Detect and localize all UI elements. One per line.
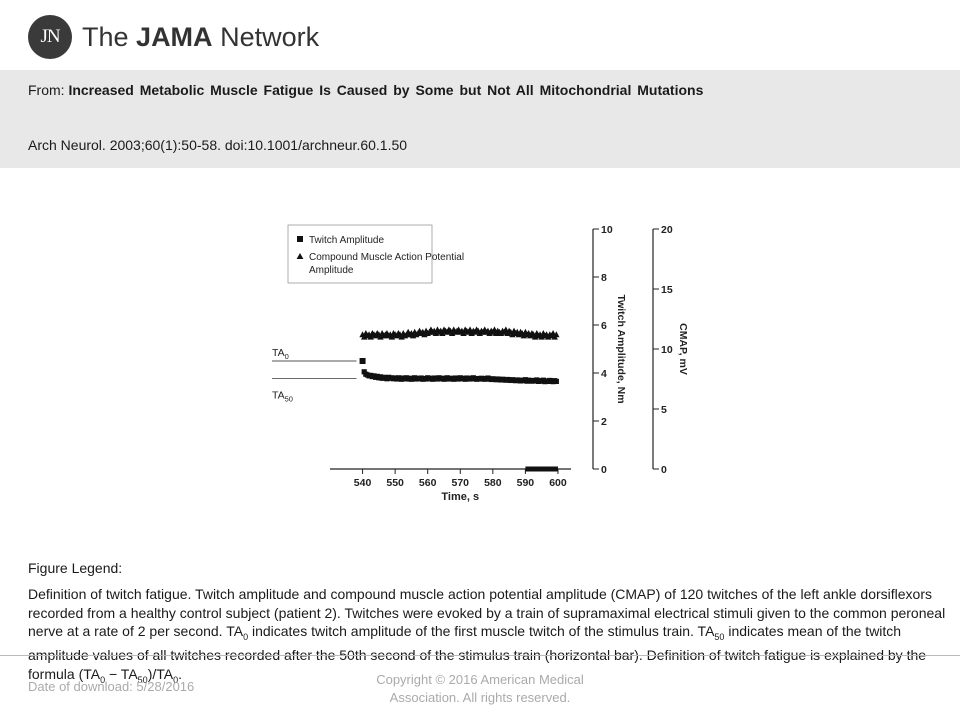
download-date: Date of download: 5/28/2016 (28, 679, 194, 694)
x-tick-label-570: 570 (452, 477, 470, 489)
jama-network-logo[interactable]: JN The JAMA Network (28, 14, 319, 60)
legend-text-6: . (178, 665, 182, 682)
twitch-tick-label-2: 2 (601, 416, 607, 428)
legend-label-cmap-line1: Compound Muscle Action Potential (309, 252, 464, 263)
x-tick-label-550: 550 (386, 477, 404, 489)
cmap-tick-label-10: 10 (661, 344, 673, 356)
legend-text-4: − TA (105, 665, 138, 682)
x-tick-label-560: 560 (419, 477, 437, 489)
annotation-label-main: TA (272, 390, 285, 402)
logo-word-network: Network (220, 21, 320, 52)
annotation-label-subscript: 50 (285, 395, 293, 404)
x-tick-label-580: 580 (484, 477, 502, 489)
twitch-tick-label-8: 8 (601, 272, 607, 284)
copyright-line-2: Association. All rights reserved. (389, 690, 571, 705)
legend-formula-sub-50: 50 (137, 674, 148, 685)
figure-legend-heading: Figure Legend: (28, 560, 123, 576)
annotation-label-main: TA (272, 347, 285, 359)
legend-formula-sub-0b: 0 (173, 674, 179, 685)
x-axis-title: Time, s (441, 491, 479, 503)
legend-text-2: indicates twitch amplitude of the first … (248, 623, 715, 639)
cmap-point (367, 333, 374, 340)
from-prefix: From: (28, 82, 65, 98)
logo-word-jama: JAMA (136, 21, 213, 52)
cmap-point (460, 330, 467, 336)
annotation-label-TA50: TA50 (272, 390, 293, 404)
x-tick-label-540: 540 (354, 477, 372, 489)
legend-square-marker (297, 236, 303, 242)
header-band (0, 70, 960, 168)
legend-label-twitch: Twitch Amplitude (309, 235, 384, 246)
twitch-tick-label-10: 10 (601, 224, 613, 236)
twitch-tick-label-6: 6 (601, 320, 607, 332)
article-title-line: From: Increased Metabolic Muscle Fatigue… (28, 82, 703, 98)
legend-box (287, 224, 433, 284)
twitch-axis-title: Twitch Amplitude, Nm (615, 294, 627, 403)
legend-formula-sub-0a: 0 (100, 674, 106, 685)
figure-legend-text: Definition of twitch fatigue. Twitch amp… (28, 585, 958, 689)
x-tick-label-600: 600 (549, 477, 567, 489)
cmap-tick-label-20: 20 (661, 224, 673, 236)
copyright-line-1: Copyright © 2016 American Medical (376, 672, 584, 687)
jn-logo-badge: JN (28, 15, 72, 59)
twitch-tick-label-0: 0 (601, 464, 607, 476)
copyright-notice: Copyright © 2016 American Medical Associ… (360, 671, 600, 707)
logo-word-the: The (82, 21, 129, 52)
legend-text-5: )/TA (147, 665, 174, 682)
cmap-point (439, 330, 446, 336)
twitch-tick-label-4: 4 (601, 368, 607, 380)
cmap-point (553, 331, 560, 338)
legend-triangle-marker (296, 253, 304, 259)
cmap-axis-title: CMAP, mV (677, 323, 689, 375)
download-date-label: Date of download: (28, 679, 133, 694)
legend-sub-0: 0 (243, 631, 249, 642)
legend-label-cmap-line2: Amplitude (309, 265, 354, 276)
cmap-point (388, 333, 396, 340)
twitch-point-first (359, 358, 366, 364)
legend-sub-50: 50 (714, 631, 725, 642)
article-title[interactable]: Increased Metabolic Muscle Fatigue Is Ca… (68, 82, 704, 98)
download-date-value: 5/28/2016 (136, 679, 195, 694)
article-citation: Arch Neurol. 2003;60(1):50-58. doi:10.10… (28, 137, 408, 153)
twitch-point (553, 378, 559, 384)
stimulus-horizontal-bar (525, 466, 558, 472)
annotation-label-TA0: TA0 (272, 347, 289, 361)
cmap-tick-label-0: 0 (661, 464, 667, 476)
annotation-label-subscript: 0 (285, 352, 289, 361)
cmap-tick-label-5: 5 (661, 404, 667, 416)
footer-divider (0, 655, 960, 656)
figure-chart: 540 550 560 570 580 590 600 Time, s 0 2 4 6 8 10 Twitc… (250, 205, 710, 515)
logo-wordmark: The JAMA Network (82, 22, 319, 53)
x-tick-label-590: 590 (517, 477, 535, 489)
legend-text-1: Definition of twitch fatigue. Twitch amp… (28, 586, 946, 639)
cmap-tick-label-15: 15 (661, 284, 673, 296)
